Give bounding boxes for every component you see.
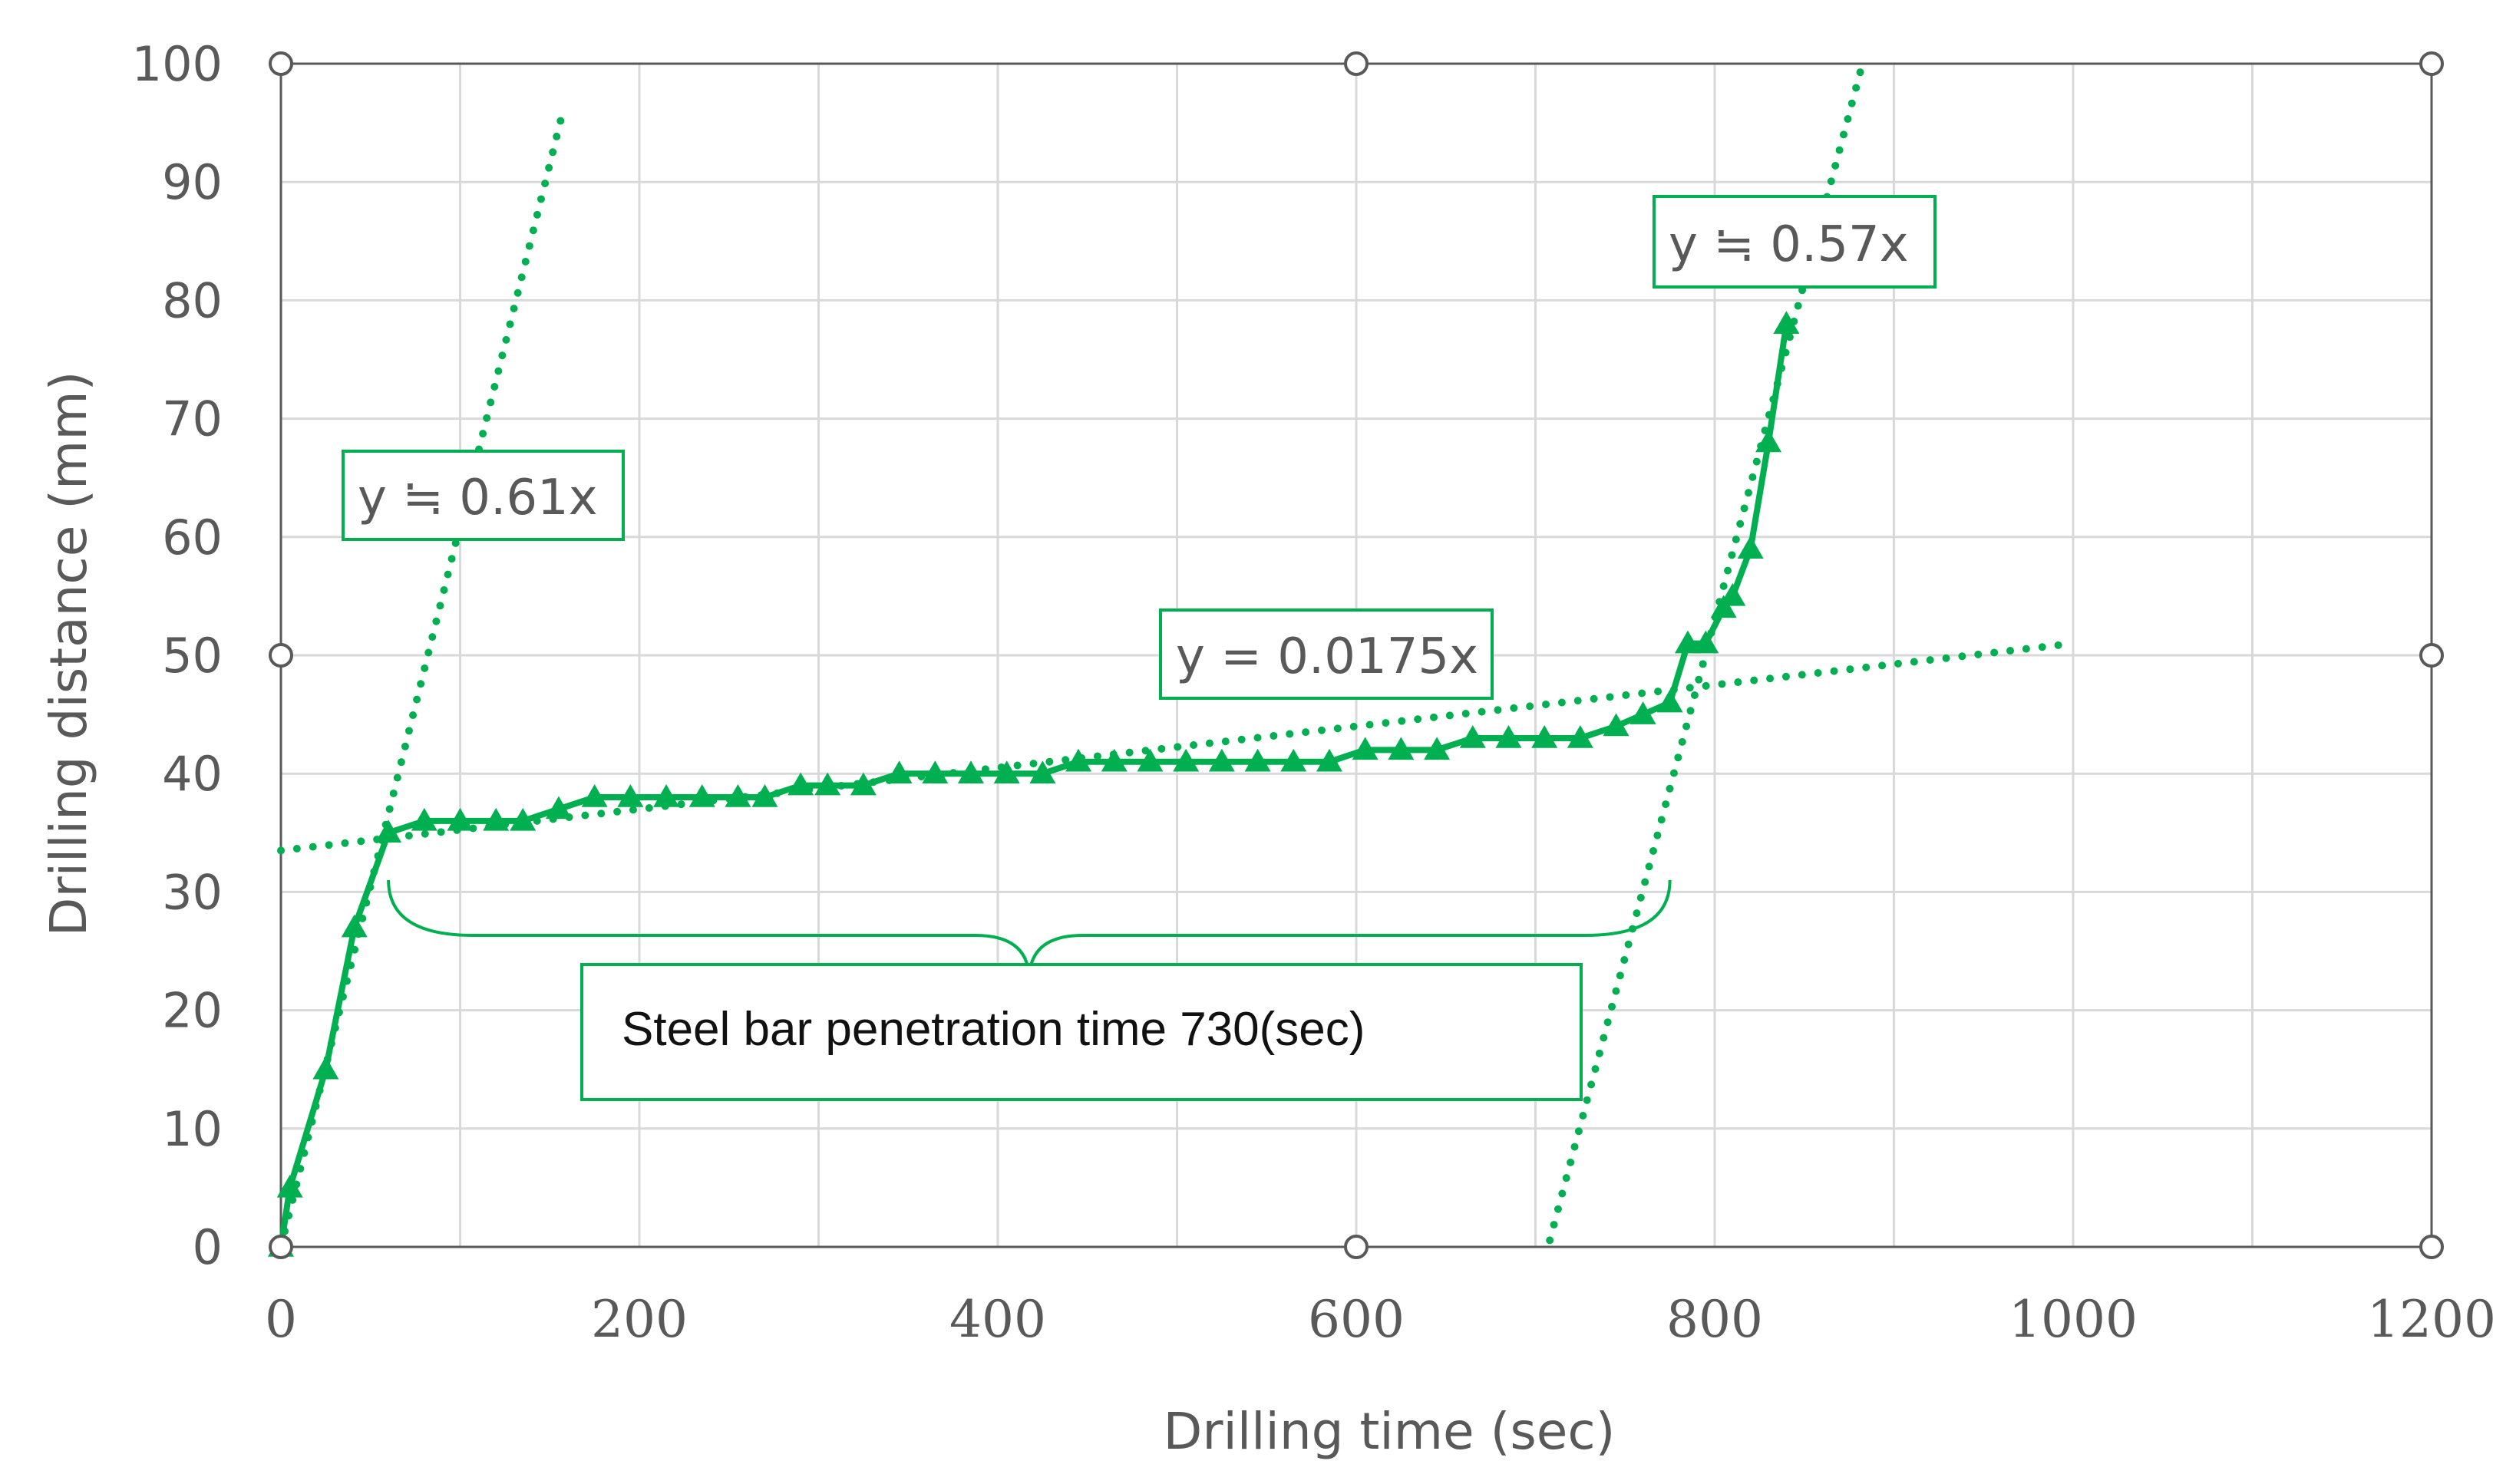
data-point-3 [341, 914, 368, 938]
data-point-6 [447, 807, 474, 831]
data-point-18 [850, 772, 877, 796]
selection-handle-0 [269, 51, 293, 76]
data-point-41 [1656, 689, 1683, 713]
data-point-17 [814, 772, 841, 796]
y-tick-label-9: 90 [162, 154, 223, 210]
y-tick-label-2: 20 [162, 983, 223, 1039]
y-tick-label-10: 100 [132, 36, 223, 92]
data-point-31 [1316, 748, 1342, 772]
trendline-2 [277, 639, 2077, 855]
data-point-24 [1065, 748, 1092, 772]
x-axis-title: Drilling time (sec) [1164, 1402, 1616, 1461]
data-point-42 [1674, 630, 1701, 654]
data-point-13 [688, 784, 715, 807]
y-tick-label-5: 50 [162, 628, 223, 684]
data-point-21 [957, 760, 984, 783]
y-tick-label-7: 70 [162, 391, 223, 447]
x-tick-label-6: 1200 [2367, 1290, 2496, 1349]
data-point-43 [1692, 630, 1719, 654]
selection-handle-7 [2419, 1235, 2444, 1259]
x-tick-label-2: 400 [949, 1290, 1046, 1349]
data-point-14 [725, 784, 751, 807]
trendline-label-1-text: y ≒ 0.61x [358, 470, 598, 526]
y-tick-label-0: 0 [193, 1219, 223, 1275]
data-point-26 [1137, 748, 1164, 772]
y-tick-label-3: 30 [162, 864, 223, 920]
y-tick-label-4: 40 [162, 746, 223, 802]
data-point-37 [1531, 724, 1558, 748]
data-point-38 [1567, 724, 1593, 748]
data-point-19 [886, 760, 913, 783]
y-tick-label-8: 80 [162, 272, 223, 328]
data-point-35 [1459, 724, 1486, 748]
x-tick-label-3: 600 [1308, 1290, 1405, 1349]
data-point-1 [276, 1174, 303, 1198]
penetration-annotation-text: Steel bar penetration time 730(sec) [622, 1003, 1365, 1056]
x-tick-label-1: 200 [591, 1290, 688, 1349]
penetration-annotation: Steel bar penetration time 730(sec) [580, 963, 1583, 1101]
data-point-44 [1710, 595, 1737, 618]
data-point-45 [1719, 582, 1746, 606]
data-point-16 [787, 772, 814, 796]
data-point-8 [510, 807, 537, 831]
data-point-20 [922, 760, 949, 783]
selection-handle-3 [269, 643, 293, 668]
data-point-11 [617, 784, 644, 807]
selection-handles [269, 51, 2444, 1259]
data-point-39 [1603, 713, 1629, 737]
trendline-label-2-text: y = 0.0175x [1176, 628, 1478, 685]
data-point-40 [1629, 701, 1656, 724]
x-tick-label-4: 800 [1666, 1290, 1763, 1349]
data-point-22 [993, 760, 1020, 783]
data-point-27 [1173, 748, 1200, 772]
data-point-29 [1244, 748, 1271, 772]
data-point-5 [411, 807, 437, 831]
data-point-48 [1773, 311, 1800, 334]
selection-handle-2 [2419, 51, 2444, 76]
trendline-label-1: y ≒ 0.61x [342, 450, 625, 541]
data-point-23 [1029, 760, 1056, 783]
selection-handle-6 [1344, 1235, 1369, 1259]
data-point-9 [545, 796, 572, 819]
data-point-32 [1352, 737, 1379, 760]
data-point-15 [751, 784, 778, 807]
data-point-30 [1280, 748, 1307, 772]
data-point-34 [1424, 737, 1451, 760]
trendline-label-2: y = 0.0175x [1159, 608, 1494, 700]
data-point-12 [653, 784, 680, 807]
data-point-7 [483, 807, 510, 831]
x-tick-label-5: 1000 [2009, 1290, 2138, 1349]
trendline-label-3: y ≒ 0.57x [1653, 195, 1937, 289]
data-point-36 [1495, 724, 1522, 748]
data-point-4 [375, 819, 402, 843]
trendline-label-3-text: y ≒ 0.57x [1669, 216, 1909, 273]
x-tick-label-0: 0 [265, 1290, 297, 1349]
y-axis-title: Drilling distance (mm) [39, 371, 98, 937]
y-axis-ticks: 0 10 20 30 40 50 60 70 80 90 100 [132, 36, 223, 1275]
y-tick-label-1: 10 [162, 1101, 223, 1157]
selection-handle-5 [269, 1235, 293, 1259]
y-tick-label-6: 60 [162, 510, 223, 566]
data-point-28 [1208, 748, 1235, 772]
selection-handle-4 [2419, 643, 2444, 668]
data-point-25 [1101, 748, 1128, 772]
selection-handle-1 [1344, 51, 1369, 76]
data-point-2 [312, 1056, 339, 1080]
data-point-10 [581, 784, 608, 807]
data-point-46 [1737, 536, 1764, 559]
x-axis-ticks: 0 200 400 600 800 1000 1200 [265, 1290, 2496, 1349]
data-point-33 [1388, 737, 1415, 760]
data-point-47 [1755, 429, 1782, 453]
data-points [268, 311, 1800, 1257]
